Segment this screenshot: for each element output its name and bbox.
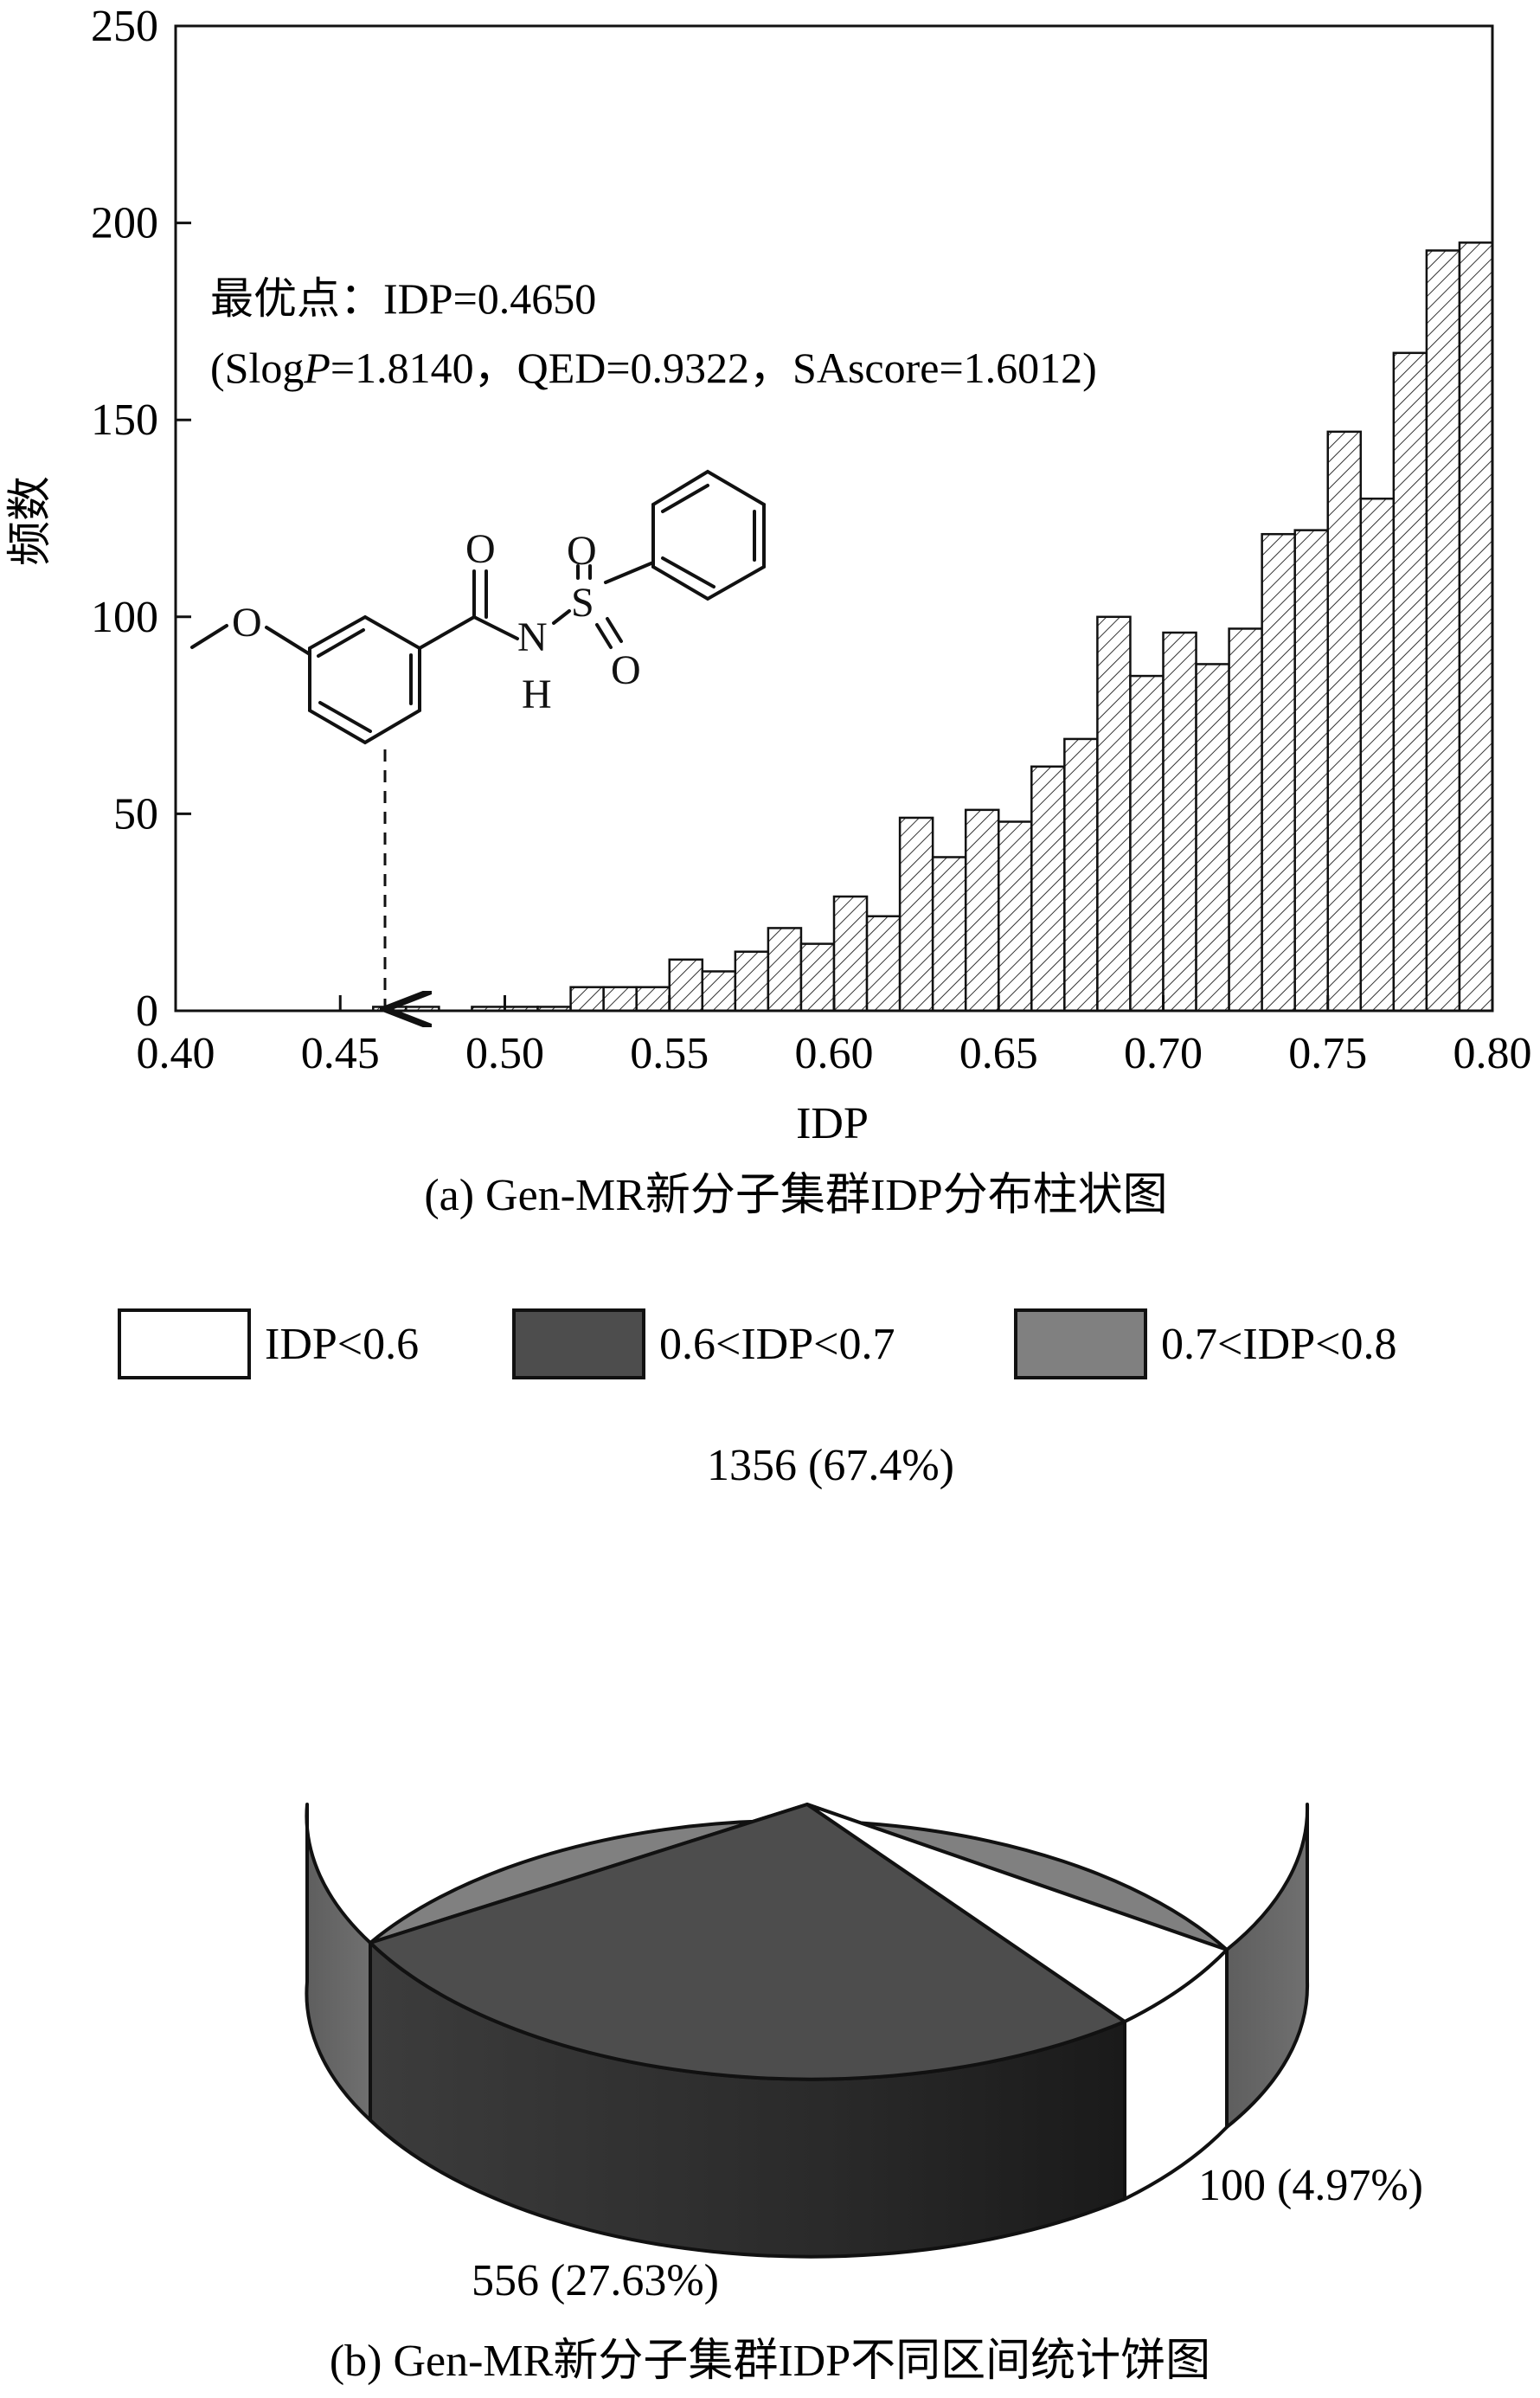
- histogram-bar: [1392, 351, 1428, 1013]
- x-axis-ticks: 0.40 0.45 0.50 0.55 0.60 0.65 0.70 0.75 0.80: [137, 995, 1532, 1078]
- atom-n: N: [517, 614, 548, 660]
- legend-item-low: IDP<0.6: [118, 1308, 419, 1379]
- y-axis-label: 频数: [6, 476, 55, 566]
- legend-label-high: 0.7<IDP<0.8: [1161, 1320, 1396, 1369]
- molecule-structure: [190, 469, 766, 745]
- histogram-bar: [569, 986, 605, 1013]
- histogram-bar: [1425, 249, 1461, 1013]
- histogram-bar: [635, 986, 671, 1013]
- pie-side-gray-right: [1225, 1803, 1310, 2129]
- legend-swatch-low: [118, 1308, 251, 1379]
- histogram-bar: [668, 958, 704, 1013]
- histogram-bar: [602, 986, 638, 1013]
- x-tick-label: 0.65: [959, 1029, 1038, 1078]
- pie-label-high: 1356 (67.4%): [707, 1441, 954, 1490]
- x-tick-label: 0.80: [1453, 1029, 1532, 1078]
- atom-h: H: [522, 672, 552, 717]
- x-tick-label: 0.40: [137, 1029, 215, 1078]
- histogram-bar: [998, 820, 1033, 1013]
- histogram-bar: [865, 915, 902, 1013]
- y-tick-label: 200: [91, 199, 158, 248]
- histogram-bar: [964, 808, 1000, 1013]
- molecule-atom-labels: O O N H S O O: [232, 526, 641, 717]
- pie-3d-body: [305, 1803, 1310, 2259]
- legend-item-mid: 0.6<IDP<0.7: [512, 1308, 895, 1379]
- atom-o-carbonyl: O: [465, 526, 496, 572]
- x-tick-label: 0.45: [301, 1029, 380, 1078]
- y-axis-ticks: 0 50 100 150 200 250: [91, 2, 191, 1036]
- x-tick-label: 0.70: [1124, 1029, 1203, 1078]
- atom-o-methoxy: O: [232, 600, 262, 646]
- histogram-bar: [1326, 430, 1363, 1013]
- pie-label-mid: 556 (27.63%): [472, 2256, 719, 2305]
- y-tick-label: 0: [136, 987, 158, 1036]
- histogram-bar: [799, 942, 836, 1013]
- x-tick-label: 0.75: [1288, 1029, 1367, 1078]
- optimal-point-properties: (SlogP=1.8140，QED=0.9322，SAscore=1.6012): [210, 344, 1097, 392]
- atom-o-sulfonyl-bottom: O: [611, 647, 641, 693]
- pie-legend: IDP<0.6 0.6<IDP<0.7 0.7<IDP<0.8: [118, 1308, 1396, 1379]
- histogram-bar: [1063, 737, 1099, 1013]
- histogram-bar: [767, 927, 803, 1013]
- optimal-point-annotation: 最优点：IDP=0.4650: [210, 274, 596, 323]
- x-tick-label: 0.50: [465, 1029, 544, 1078]
- x-tick-label: 0.55: [630, 1029, 709, 1078]
- y-tick-label: 250: [91, 2, 158, 51]
- pie-chart: IDP<0.6 0.6<IDP<0.7 0.7<IDP<0.8 1356 (67…: [118, 1308, 1423, 2386]
- histogram-bar: [931, 856, 967, 1013]
- legend-item-high: 0.7<IDP<0.8: [1014, 1308, 1396, 1379]
- atom-o-sulfonyl-top: O: [567, 528, 597, 574]
- pie-slice-mid: [369, 1803, 1126, 2081]
- histogram-bar: [1228, 627, 1263, 1013]
- legend-label-mid: 0.6<IDP<0.7: [659, 1320, 895, 1369]
- histogram-bar: [898, 816, 934, 1013]
- y-tick-label: 100: [91, 593, 158, 642]
- histogram-bar: [1458, 241, 1494, 1013]
- histogram-bar: [1129, 674, 1165, 1013]
- x-tick-label: 0.60: [795, 1029, 874, 1078]
- histogram-bar: [734, 950, 770, 1013]
- histogram-bar: [1293, 529, 1329, 1013]
- pie-slice-low: [805, 1803, 1229, 2023]
- x-axis-label: IDP: [796, 1099, 869, 1148]
- histogram-bar: [1030, 765, 1066, 1013]
- legend-swatch-high: [1014, 1308, 1147, 1379]
- legend-swatch-mid: [512, 1308, 645, 1379]
- legend-label-low: IDP<0.6: [265, 1320, 419, 1369]
- y-tick-label: 50: [113, 789, 158, 839]
- histogram-chart: 0 50 100 150 200 250 0.40 0.45 0.50 0.55 0.60 0.65…: [6, 2, 1532, 1220]
- histogram-bar: [832, 895, 869, 1013]
- histogram-bar: [1359, 497, 1396, 1013]
- histogram-bar: [1195, 663, 1230, 1013]
- y-tick-label: 150: [91, 395, 158, 445]
- histogram-bar: [1261, 532, 1296, 1013]
- histogram-bars: [372, 241, 1494, 1013]
- histogram-bar: [701, 970, 737, 1013]
- pie-caption: (b) Gen-MR新分子集群IDP不同区间统计饼图: [330, 2337, 1210, 2386]
- pie-side-gray-left: [305, 1803, 372, 2122]
- histogram-bar: [1096, 615, 1132, 1013]
- histogram-bar: [1162, 631, 1197, 1013]
- histogram-caption: (a) Gen-MR新分子集群IDP分布柱状图: [424, 1171, 1167, 1220]
- pie-label-low: 100 (4.97%): [1198, 2161, 1423, 2210]
- atom-s: S: [571, 580, 594, 626]
